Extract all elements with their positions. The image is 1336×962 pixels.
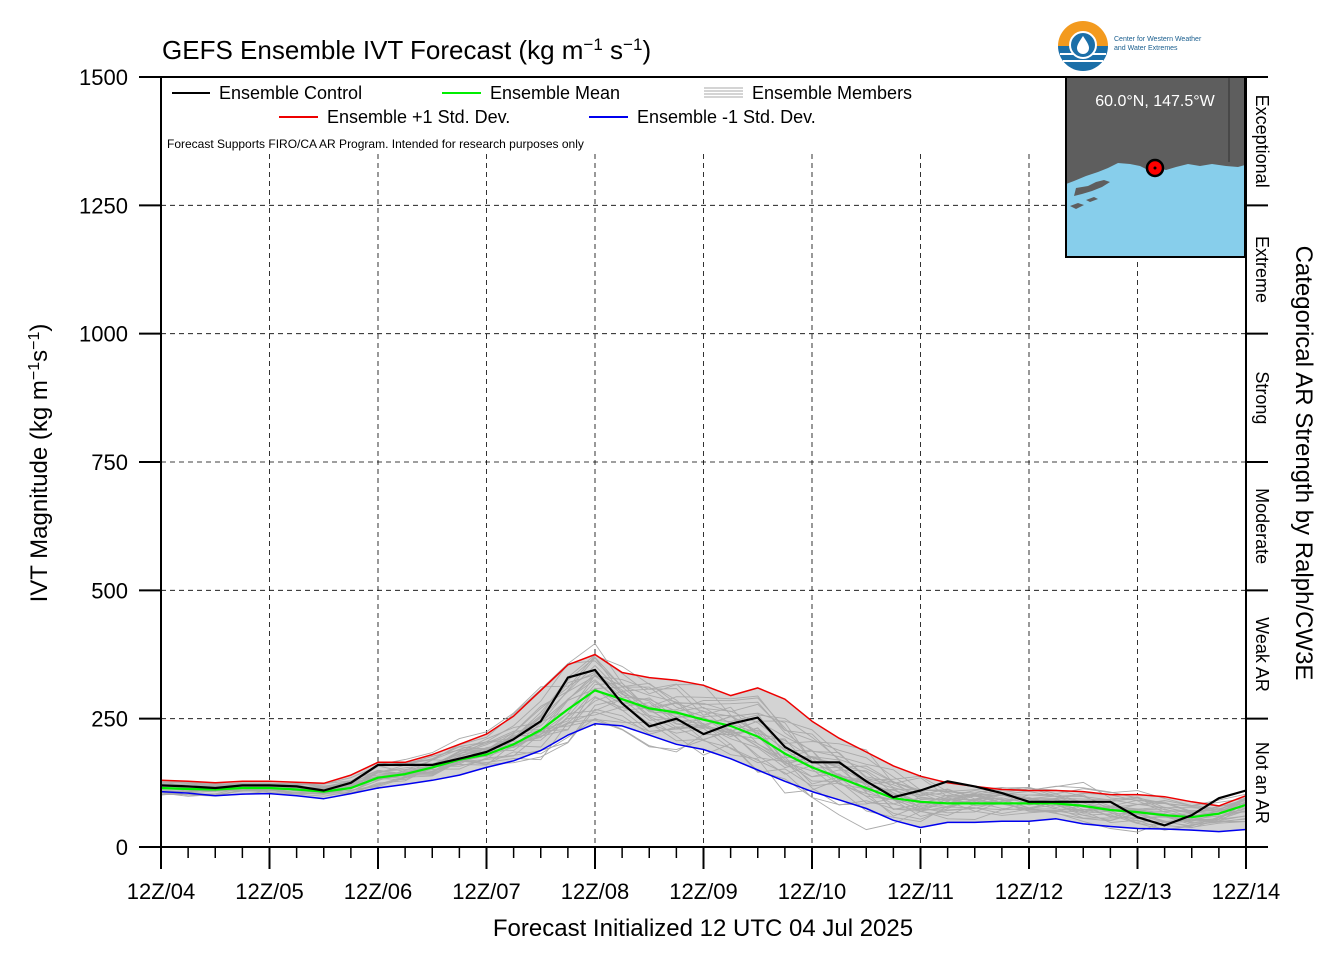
ensemble-member-line bbox=[161, 687, 1246, 810]
ensemble-member-line bbox=[161, 660, 1246, 829]
y-tick-label: 250 bbox=[91, 707, 128, 732]
legend-label-members: Ensemble Members bbox=[752, 83, 912, 103]
logo-text-line2: and Water Extremes bbox=[1114, 45, 1178, 52]
inset-land-alaska bbox=[1066, 77, 1245, 184]
category-label: Weak AR bbox=[1252, 617, 1272, 692]
cw3e-logo: Center for Western Weather and Water Ext… bbox=[1058, 21, 1202, 71]
ensemble-member-line bbox=[161, 642, 1246, 823]
category-label: Strong bbox=[1252, 371, 1272, 424]
x-axis: 12Z/04 12Z/05 12Z/06 12Z/07 12Z/08 12Z/09 12Z/… bbox=[127, 847, 1281, 904]
ensemble-member-line bbox=[161, 708, 1246, 821]
category-label: Moderate bbox=[1252, 488, 1272, 564]
y-axis-title: IVT Magnitude (kg m−1s−1) bbox=[26, 324, 54, 603]
inset-land-island bbox=[1086, 197, 1098, 202]
right-axis-title: Categorical AR Strength by Ralph/CW3E bbox=[1290, 246, 1317, 681]
x-tick-label: 12Z/12 bbox=[995, 879, 1064, 904]
y-tick-label: 0 bbox=[116, 835, 128, 860]
ensemble-member-line bbox=[161, 698, 1246, 831]
minus-std-line bbox=[161, 723, 1246, 833]
ensemble-member-line bbox=[161, 654, 1246, 813]
legend: Ensemble Control Ensemble Mean Ensemble … bbox=[167, 83, 912, 151]
x-tick-label: 12Z/06 bbox=[344, 879, 413, 904]
y-tick-label: 500 bbox=[91, 578, 128, 603]
y-axis: 0 250 500 750 1000 1250 1500 bbox=[79, 65, 161, 860]
ensemble-member-line bbox=[161, 664, 1246, 831]
x-tick-label: 12Z/04 bbox=[127, 879, 196, 904]
y-tick-label: 1000 bbox=[79, 322, 128, 347]
ensemble-member-line bbox=[161, 675, 1246, 813]
x-tick-label: 12Z/05 bbox=[235, 879, 304, 904]
x-axis-title: Forecast Initialized 12 UTC 04 Jul 2025 bbox=[493, 915, 913, 942]
chart-title: GEFS Ensemble IVT Forecast (kg m−1 s−1) bbox=[162, 35, 651, 66]
x-tick-label: 12Z/09 bbox=[669, 879, 738, 904]
logo-text-line1: Center for Western Weather bbox=[1114, 36, 1202, 43]
plus-std-line bbox=[161, 653, 1246, 807]
ensemble-mean-line bbox=[161, 689, 1246, 819]
legend-label-minus-std: Ensemble -1 Std. Dev. bbox=[637, 107, 816, 127]
ensemble-member-line bbox=[161, 702, 1246, 833]
inset-land-peninsula bbox=[1074, 180, 1110, 196]
legend-label-plus-std: Ensemble +1 Std. Dev. bbox=[327, 107, 510, 127]
category-label: Not an AR bbox=[1252, 742, 1272, 824]
x-tick-label: 12Z/10 bbox=[778, 879, 847, 904]
inset-map: 60.0°N, 147.5°W bbox=[1065, 76, 1246, 258]
research-note: Forecast Supports FIRO/CA AR Program. In… bbox=[167, 137, 584, 151]
category-label: Extreme bbox=[1252, 236, 1272, 303]
y-tick-label: 750 bbox=[91, 450, 128, 475]
y-tick-label: 1500 bbox=[79, 65, 128, 90]
x-tick-label: 12Z/11 bbox=[887, 879, 954, 904]
legend-label-control: Ensemble Control bbox=[219, 83, 362, 103]
inset-location-label: 60.0°N, 147.5°W bbox=[1095, 93, 1215, 110]
y-tick-label: 1250 bbox=[79, 193, 128, 218]
x-tick-label: 12Z/07 bbox=[452, 879, 521, 904]
ar-category-axis: Not an AR Weak AR Moderate Strong Extreme Exc… bbox=[1246, 76, 1272, 848]
logo-drop-icon bbox=[1077, 36, 1089, 54]
legend-swatch-members bbox=[704, 87, 743, 98]
x-tick-label: 12Z/13 bbox=[1103, 879, 1172, 904]
legend-label-mean: Ensemble Mean bbox=[490, 83, 620, 103]
inset-land-island bbox=[1070, 203, 1084, 209]
series-lines bbox=[161, 653, 1246, 833]
x-tick-label: 12Z/14 bbox=[1212, 879, 1281, 904]
x-tick-label: 12Z/08 bbox=[561, 879, 630, 904]
category-label: Exceptional bbox=[1252, 95, 1272, 188]
ensemble-control-line bbox=[161, 668, 1246, 827]
